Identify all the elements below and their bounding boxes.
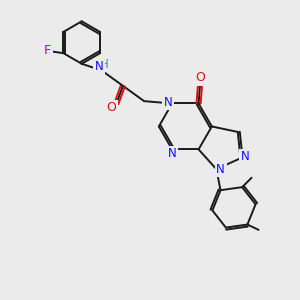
Text: O: O xyxy=(195,71,205,84)
Text: N: N xyxy=(164,95,172,109)
Text: N: N xyxy=(241,150,249,163)
Text: O: O xyxy=(106,101,116,114)
Text: F: F xyxy=(44,44,51,57)
Text: N: N xyxy=(94,61,103,74)
Text: N: N xyxy=(168,147,176,160)
Text: N: N xyxy=(216,163,225,176)
Text: H: H xyxy=(100,58,109,70)
